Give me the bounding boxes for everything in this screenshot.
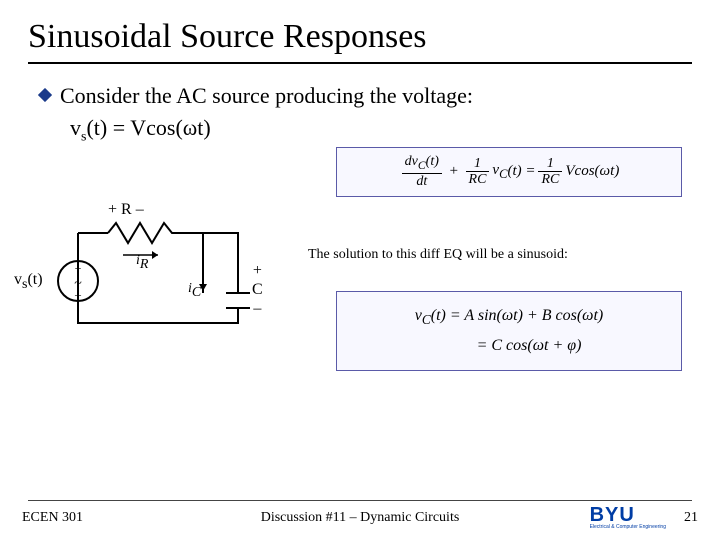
page-number: 21 <box>684 510 698 526</box>
cap-minus: – <box>253 300 261 317</box>
footer-right: BYU Electrical & Computer Engineering 21 <box>590 506 698 530</box>
solution-note: The solution to this diff EQ will be a s… <box>308 247 568 263</box>
byu-text: BYU <box>590 506 635 524</box>
circuit-diagram: + ~ – vs( <box>28 193 278 373</box>
footer-left: ECEN 301 <box>22 510 83 526</box>
footer-divider <box>28 500 692 501</box>
svg-text:–: – <box>74 287 82 301</box>
vs-label: vs(t) <box>14 271 43 293</box>
diamond-icon <box>38 88 52 102</box>
svg-text:+: + <box>75 261 82 275</box>
footer: ECEN 301 Discussion #11 – Dynamic Circui… <box>0 506 720 530</box>
bullet-equation: vs(t) = Vcos(ωt) <box>70 115 692 145</box>
slide-title: Sinusoidal Source Responses <box>28 18 692 64</box>
bullet-text: Consider the AC source producing the vol… <box>60 82 473 111</box>
capacitor-label: + C – <box>252 261 263 319</box>
footer-center: Discussion #11 – Dynamic Circuits <box>261 510 460 526</box>
equation-box-1: dvC(t)dt + 1RC vC(t) = 1RC V cos(ωt) <box>336 147 682 197</box>
cap-name: C <box>252 281 263 298</box>
ir-label: iR <box>136 253 148 273</box>
slide: Sinusoidal Source Responses Consider the… <box>0 0 720 540</box>
equation-1: dvC(t)dt + 1RC vC(t) = 1RC V cos(ωt) <box>347 154 671 190</box>
circuit-svg: + ~ – <box>28 193 278 373</box>
bullet-row: Consider the AC source producing the vol… <box>38 82 692 111</box>
equation-box-2: vC(t) = A sin(ωt) + B cos(ωt) = C cos(ωt… <box>336 291 682 371</box>
r-label: + R – <box>108 201 144 219</box>
byu-subtext: Electrical & Computer Engineering <box>590 524 666 530</box>
content-area: + ~ – vs( <box>28 183 692 433</box>
byu-logo: BYU Electrical & Computer Engineering <box>590 506 666 530</box>
cap-plus: + <box>253 262 262 279</box>
ic-label: iC <box>188 281 201 301</box>
equation-2: vC(t) = A sin(ωt) + B cos(ωt) = C cos(ωt… <box>347 298 671 364</box>
